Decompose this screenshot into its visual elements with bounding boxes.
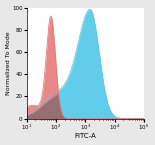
X-axis label: FITC-A: FITC-A xyxy=(74,133,96,139)
Y-axis label: Normalized To Mode: Normalized To Mode xyxy=(6,31,11,95)
